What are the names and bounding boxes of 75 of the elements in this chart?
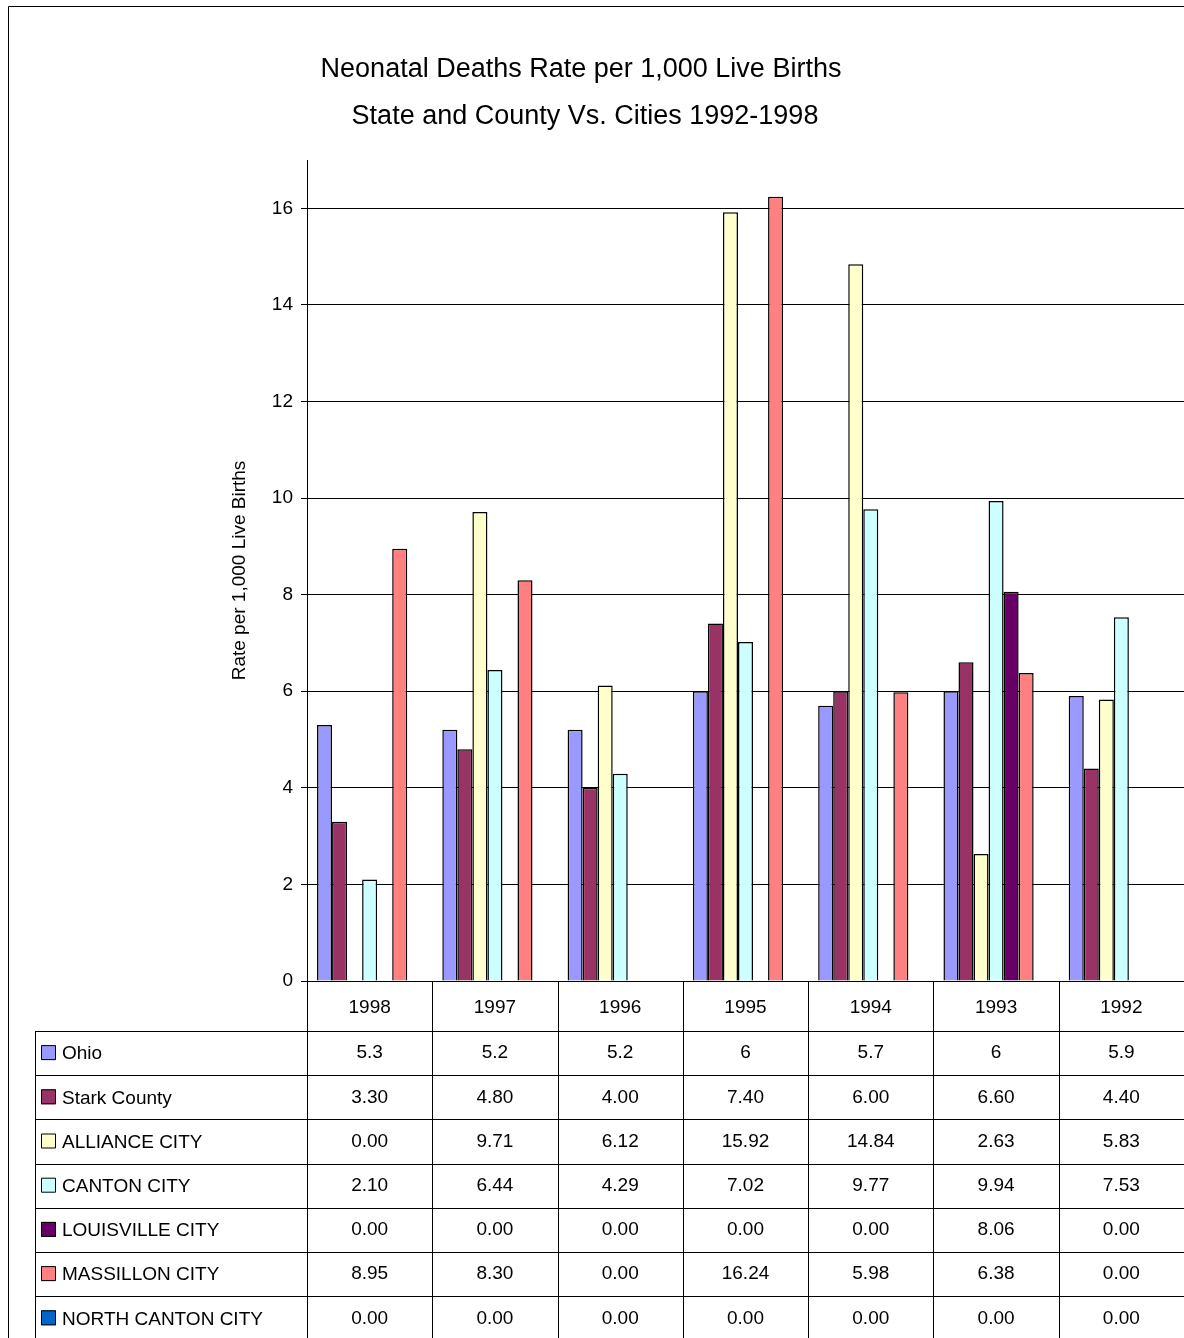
y-axis-title: Rate per 1,000 Live Births — [228, 460, 250, 681]
x-tick-label: 1997 — [473, 995, 517, 1017]
data-label: 0.00 — [852, 1218, 890, 1240]
data-label: 0.00 — [601, 1262, 639, 1284]
legend-label: CANTON CITY — [62, 1174, 191, 1196]
chart-title: Neonatal Deaths Rate per 1,000 Live Births — [320, 53, 842, 84]
x-tick-label: 1996 — [599, 995, 642, 1017]
y-tick-label: 6 — [282, 679, 293, 701]
data-label: 0.00 — [476, 1218, 514, 1240]
data-label: 9.77 — [852, 1173, 890, 1195]
data-label: 5.7 — [857, 1041, 884, 1063]
data-label: 6.44 — [476, 1173, 514, 1195]
data-label: 16.24 — [721, 1262, 770, 1284]
data-label: 9.94 — [977, 1173, 1015, 1195]
data-label: 0.00 — [852, 1306, 890, 1328]
data-label: 0.00 — [1102, 1306, 1140, 1328]
data-label: 0.00 — [601, 1306, 639, 1328]
data-label: 9.71 — [476, 1129, 514, 1151]
data-label: 5.9 — [1108, 1041, 1135, 1063]
data-label: 8.30 — [476, 1262, 514, 1284]
data-label: 15.92 — [721, 1129, 770, 1151]
data-label: 0.00 — [1102, 1218, 1140, 1240]
data-label: 0.00 — [977, 1306, 1015, 1328]
legend-label: NORTH CANTON CITY — [62, 1307, 264, 1329]
data-label: 2.63 — [977, 1129, 1015, 1151]
x-tick-label: 1992 — [1100, 995, 1143, 1017]
x-tick-label: 1998 — [348, 995, 391, 1017]
y-tick-label: 10 — [271, 486, 293, 508]
legend-label: LOUISVILLE CITY — [62, 1219, 220, 1241]
data-label: 6 — [990, 1041, 1002, 1063]
y-tick-label: 4 — [282, 776, 294, 798]
data-label: 0.00 — [1102, 1262, 1140, 1284]
data-label: 8.06 — [977, 1218, 1015, 1240]
x-tick-label: 1993 — [974, 995, 1018, 1017]
data-label: 4.00 — [601, 1085, 639, 1107]
data-label: 0.00 — [351, 1218, 389, 1240]
data-label: 7.40 — [727, 1085, 764, 1107]
data-label: 14.84 — [847, 1129, 895, 1151]
data-label: 3.30 — [351, 1085, 389, 1107]
y-tick-label: 2 — [282, 872, 293, 894]
data-label: 5.2 — [607, 1041, 634, 1063]
data-label: 6.00 — [852, 1085, 890, 1107]
data-label: 0.00 — [727, 1306, 764, 1328]
y-tick-label: 14 — [271, 293, 294, 315]
data-label: 4.29 — [601, 1173, 639, 1195]
data-label: 7.02 — [727, 1173, 764, 1195]
x-tick-label: 1995 — [724, 995, 767, 1017]
legend-label: MASSILLON CITY — [62, 1263, 220, 1285]
data-label: 6.38 — [977, 1262, 1015, 1284]
y-tick-label: 12 — [271, 389, 293, 411]
data-label: 0.00 — [351, 1129, 389, 1151]
data-label: 5.2 — [481, 1041, 509, 1063]
data-label: 4.80 — [476, 1085, 514, 1107]
data-label: 5.83 — [1102, 1129, 1140, 1151]
y-tick-label: 8 — [282, 582, 293, 604]
chart-subtitle: State and County Vs. Cities 1992-1998 — [351, 100, 819, 131]
legend-label: Ohio — [62, 1042, 103, 1064]
data-label: 0.00 — [601, 1218, 639, 1240]
data-label: 6 — [740, 1041, 751, 1063]
legend-label: ALLIANCE CITY — [62, 1130, 203, 1152]
data-label: 7.53 — [1102, 1173, 1140, 1195]
data-label: 5.3 — [356, 1041, 383, 1063]
y-tick-label: 16 — [271, 196, 293, 218]
data-label: 4.40 — [1102, 1085, 1140, 1107]
x-tick-label: 1994 — [849, 995, 893, 1017]
y-tick-label: 0 — [282, 969, 293, 991]
data-label: 2.10 — [351, 1173, 389, 1195]
data-label: 8.95 — [351, 1262, 389, 1284]
data-label: 6.12 — [601, 1129, 639, 1151]
data-label: 0.00 — [727, 1218, 764, 1240]
data-label: 6.60 — [977, 1085, 1015, 1107]
data-label: 0.00 — [351, 1306, 389, 1328]
data-label: 0.00 — [476, 1306, 514, 1328]
legend-label: Stark County — [62, 1086, 173, 1108]
data-label: 5.98 — [852, 1262, 890, 1284]
